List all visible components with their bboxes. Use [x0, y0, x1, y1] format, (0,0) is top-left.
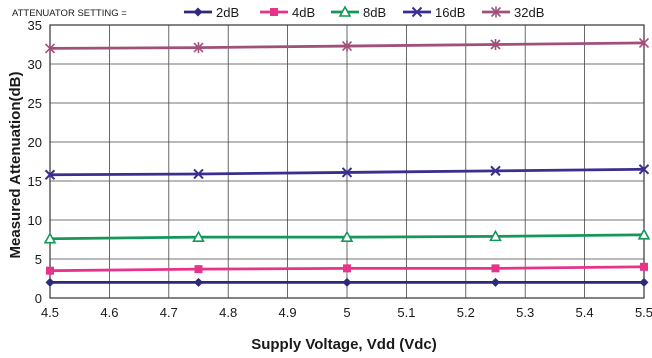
- data-point-marker: [341, 167, 353, 178]
- y-tick-label: 0: [35, 291, 42, 306]
- x-tick-label: 4.9: [279, 305, 297, 320]
- y-tick-label: 20: [28, 135, 42, 150]
- y-tick-label: 15: [28, 174, 42, 189]
- data-point-marker: [638, 37, 650, 49]
- data-point-marker: [194, 277, 203, 287]
- legend-item-8dB: 8dB: [331, 5, 386, 20]
- series-8dB: [43, 228, 651, 244]
- x-tick-label: 4.7: [160, 305, 178, 320]
- data-point-marker: [491, 277, 500, 287]
- data-point-marker: [193, 42, 204, 54]
- data-point-marker: [193, 7, 203, 17]
- legend-label: 4dB: [292, 5, 315, 20]
- data-point-marker: [45, 277, 55, 287]
- y-tick-labels: 0 5 10 15 20 25 30 35: [28, 18, 42, 306]
- data-point-marker: [639, 277, 649, 287]
- data-point-marker: [489, 229, 502, 242]
- data-point-marker: [192, 230, 205, 242]
- x-axis-title: Supply Voltage, Vdd (Vdc): [251, 336, 437, 353]
- legend-item-4dB: 4dB: [260, 5, 315, 20]
- legend-item-32dB: 32dB: [482, 5, 544, 20]
- y-axis-title: Measured Attenuation(dB): [7, 72, 24, 259]
- y-tick-label: 35: [28, 18, 42, 33]
- data-point-marker: [490, 6, 502, 18]
- legend-label: 2dB: [216, 5, 239, 20]
- x-tick-label: 5: [343, 305, 350, 320]
- legend-label: 32dB: [514, 5, 544, 20]
- data-point-marker: [46, 266, 54, 275]
- y-tick-label: 30: [28, 57, 42, 72]
- grid: [50, 25, 644, 298]
- data-point-marker: [341, 40, 353, 52]
- x-tick-label: 4.8: [219, 305, 237, 320]
- legend-label: 8dB: [363, 5, 386, 20]
- x-tick-label: 4.5: [41, 305, 59, 320]
- x-tick-label: 5.1: [397, 305, 415, 320]
- data-point-marker: [43, 232, 57, 244]
- data-point-marker: [490, 39, 501, 50]
- y-tick-label: 10: [28, 213, 42, 228]
- data-point-marker: [343, 264, 351, 273]
- x-tick-label: 4.6: [100, 305, 118, 320]
- data-point-marker: [491, 264, 500, 273]
- data-point-marker: [342, 277, 352, 287]
- data-point-marker: [411, 6, 423, 18]
- data-point-marker: [194, 265, 203, 274]
- x-tick-label: 5.4: [576, 305, 594, 320]
- data-point-marker: [640, 262, 648, 271]
- data-point-marker: [270, 8, 278, 16]
- data-point-marker: [338, 5, 352, 17]
- legend: ATTENUATOR SETTING = 2dB 4dB 8dB 16dB 32dB: [12, 5, 544, 20]
- data-point-marker: [44, 169, 56, 180]
- y-tick-label: 5: [35, 252, 42, 267]
- y-tick-label: 25: [28, 96, 42, 111]
- data-point-marker: [490, 165, 501, 177]
- data-point-marker: [340, 230, 354, 242]
- legend-caption: ATTENUATOR SETTING =: [12, 8, 127, 19]
- series-2dB: [45, 277, 649, 287]
- legend-label: 16dB: [435, 5, 465, 20]
- data-point-marker: [44, 42, 56, 54]
- legend-item-16dB: 16dB: [403, 5, 465, 20]
- series-lines: [43, 37, 651, 287]
- x-tick-label: 5.5: [635, 305, 652, 320]
- data-point-marker: [193, 168, 204, 180]
- x-tick-labels: 4.5 4.6 4.7 4.8 4.9 5 5.1 5.2 5.3 5.4 5.5: [41, 305, 652, 320]
- data-point-marker: [637, 228, 651, 240]
- x-tick-label: 5.2: [457, 305, 475, 320]
- series-4dB: [46, 262, 648, 275]
- series-16dB: [44, 164, 650, 180]
- data-point-marker: [638, 164, 650, 175]
- series-32dB: [44, 37, 650, 54]
- legend-item-2dB: 2dB: [184, 5, 239, 20]
- x-tick-label: 5.3: [516, 305, 534, 320]
